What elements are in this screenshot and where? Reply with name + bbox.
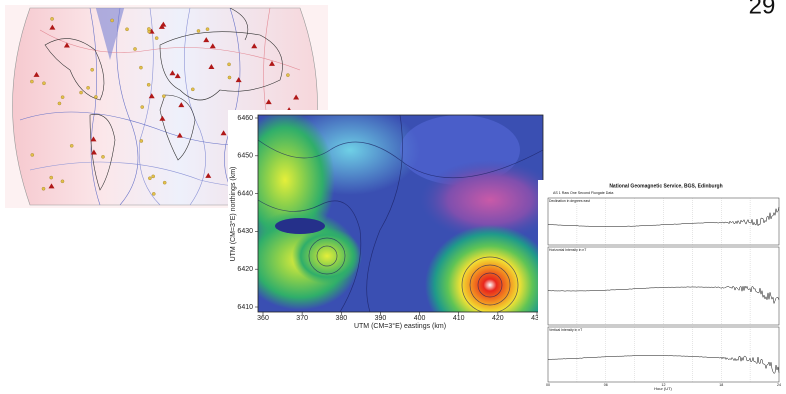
station-dot — [86, 86, 89, 89]
x-tick-label: 18 — [719, 383, 723, 387]
station-dot — [58, 102, 61, 105]
y-tick-label: 6430 — [237, 228, 253, 235]
x-tick-label: 06 — [604, 383, 608, 387]
station-dot — [70, 144, 73, 147]
magnetogram-subtitle: AS 1 Raw One Second Fluxgate Data — [553, 191, 613, 195]
x-tick-label: 410 — [453, 315, 465, 322]
panel-label: Declination in degrees east — [549, 199, 590, 203]
x-tick-label: 24 — [777, 383, 781, 387]
station-dot — [163, 181, 166, 184]
station-dot — [61, 96, 64, 99]
station-dot — [133, 47, 136, 50]
station-dot — [50, 176, 53, 179]
slide: UTM (CM=3°E) eastings (km) UTM (CM=3°E) … — [0, 0, 786, 394]
magnetogram-title: National Geomagnetic Service, BGS, Edinb… — [609, 183, 722, 189]
station-dot — [152, 192, 155, 195]
y-tick-label: 6420 — [237, 266, 253, 273]
station-dot — [101, 155, 104, 158]
y-axis-label: UTM (CM=3°E) northings (km) — [229, 167, 237, 262]
station-dot — [197, 29, 200, 32]
panel-label: Vertical Intensity in nT — [549, 328, 582, 332]
station-dot — [147, 27, 150, 30]
magnetogram: National Geomagnetic Service, BGS, Edinb… — [538, 180, 786, 394]
station-dot — [206, 28, 209, 31]
station-dot — [61, 180, 64, 183]
x-tick-label: 370 — [296, 315, 308, 322]
station-dot — [42, 82, 45, 85]
panel-label: Horizontal Intensity in nT — [549, 248, 586, 252]
station-dot — [227, 63, 230, 66]
station-dot — [139, 66, 142, 69]
station-dot — [91, 68, 94, 71]
x-tick-label: 390 — [375, 315, 387, 322]
magnetogram-x-label: Hour (UT) — [654, 386, 672, 391]
x-tick-label: 360 — [257, 315, 269, 322]
contour-figure: UTM (CM=3°E) eastings (km) UTM (CM=3°E) … — [228, 105, 560, 345]
station-dot — [50, 17, 53, 20]
x-axis-label: UTM (CM=3°E) eastings (km) — [354, 322, 446, 330]
x-tick-label: 400 — [414, 315, 426, 322]
station-dot — [147, 83, 150, 86]
station-dot — [94, 95, 97, 98]
station-dot — [110, 19, 113, 22]
station-dot — [42, 187, 45, 190]
station-dot — [162, 95, 165, 98]
page-number: 29 — [749, 0, 776, 19]
station-dot — [152, 175, 155, 178]
y-tick-label: 6410 — [237, 304, 253, 311]
station-dot — [155, 37, 158, 40]
y-tick-label: 6450 — [237, 153, 253, 160]
station-dot — [31, 153, 34, 156]
station-dot — [191, 88, 194, 91]
station-dot — [30, 80, 33, 83]
station-dot — [286, 74, 289, 77]
station-dot — [125, 28, 128, 31]
station-dot — [79, 91, 82, 94]
y-tick-label: 6440 — [237, 190, 253, 197]
station-dot — [140, 139, 143, 142]
x-tick-label: 420 — [492, 315, 504, 322]
station-dot — [228, 76, 231, 79]
slide-canvas: UTM (CM=3°E) eastings (km) UTM (CM=3°E) … — [0, 0, 786, 394]
station-dot — [148, 177, 151, 180]
y-tick-label: 6460 — [237, 115, 253, 122]
x-tick-label: 00 — [546, 383, 550, 387]
station-dot — [141, 105, 144, 108]
x-tick-label: 380 — [335, 315, 347, 322]
